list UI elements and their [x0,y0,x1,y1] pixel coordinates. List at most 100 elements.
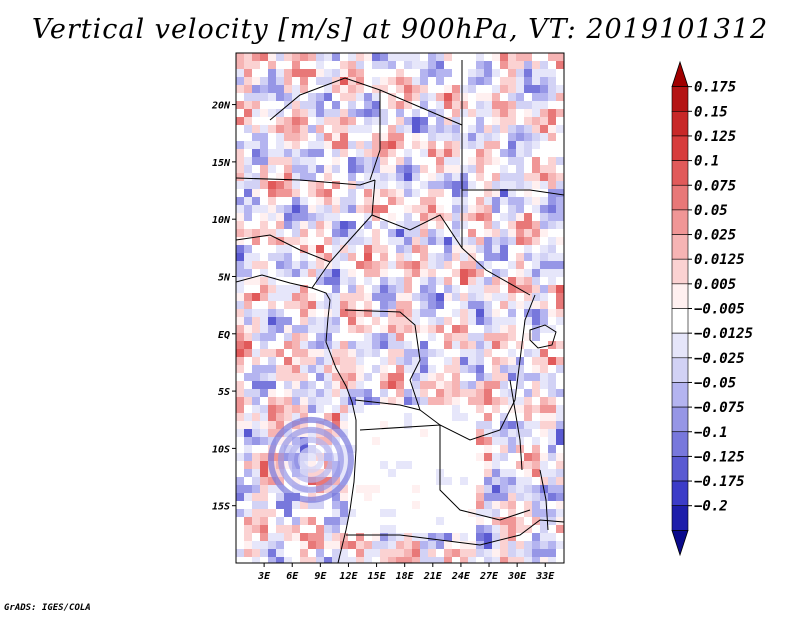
field-cell [540,189,548,197]
field-cell [316,269,324,277]
field-cell [260,493,268,501]
x-tick-label: 27E [479,571,499,582]
field-cell [444,285,452,293]
field-cell [484,493,492,501]
field-cell [236,421,244,429]
field-cell [532,549,540,557]
field-cell [500,245,508,253]
field-cell [540,397,548,405]
x-tick-label: 15E [368,571,387,582]
field-cell [540,461,548,469]
field-cell [404,349,412,357]
field-cell [508,237,516,245]
field-cell [468,541,476,549]
field-cell [476,133,484,141]
field-cell [260,341,268,349]
field-cell [364,213,372,221]
field-cell [476,109,484,117]
field-cell [428,205,436,213]
field-cell [548,525,556,533]
field-cell [540,213,548,221]
field-cell [500,61,508,69]
field-cell [316,341,324,349]
field-cell [468,229,476,237]
field-cell [292,165,300,173]
field-cell [428,53,436,61]
field-cell [468,165,476,173]
field-cell [508,557,516,563]
field-cell [380,525,388,533]
field-cell [540,181,548,189]
field-cell [524,509,532,517]
field-cell [532,109,540,117]
field-cell [372,349,380,357]
field-cell [500,133,508,141]
field-cell [492,269,500,277]
field-cell [540,109,548,117]
field-cell [460,365,468,373]
field-cell [460,317,468,325]
field-cell [380,533,388,541]
field-cell [460,533,468,541]
field-cell [276,525,284,533]
field-cell [324,77,332,85]
field-cell [380,141,388,149]
field-cell [380,157,388,165]
field-cell [548,293,556,301]
field-cell [324,173,332,181]
field-cell [508,405,516,413]
field-cell [508,349,516,357]
colorbar-label: −0.2 [694,499,728,515]
field-cell [492,437,500,445]
field-cell [540,477,548,485]
field-cell [540,117,548,125]
field-cell [356,333,364,341]
field-cell [284,213,292,221]
field-cell [316,181,324,189]
field-cell [316,325,324,333]
field-cell [548,93,556,101]
field-cell [252,349,260,357]
field-cell [452,373,460,381]
field-cell [284,461,292,469]
field-cell [340,149,348,157]
field-cell [284,501,292,509]
field-cell [484,157,492,165]
field-cell [300,421,308,429]
field-cell [396,69,404,77]
colorbar-segment [671,431,689,457]
field-cell [540,133,548,141]
field-cell [244,541,252,549]
field-cell [332,189,340,197]
field-cell [244,357,252,365]
field-cell [492,533,500,541]
field-cell [460,101,468,109]
field-cell [428,253,436,261]
field-cell [556,405,564,413]
field-cell [548,493,556,501]
field-cell [428,61,436,69]
field-cell [372,261,380,269]
field-cell [556,429,564,437]
field-cell [404,485,412,493]
field-cell [244,469,252,477]
field-cell [372,205,380,213]
border-segment [311,179,376,289]
field-cell [268,77,276,85]
field-cell [236,301,244,309]
field-cell [244,213,252,221]
field-cell [380,381,388,389]
field-cell [364,485,372,493]
field-cell [524,109,532,117]
field-cell [340,469,348,477]
field-cell [460,261,468,269]
field-cell [372,333,380,341]
field-cell [364,453,372,461]
field-cell [468,61,476,69]
field-cell [452,357,460,365]
field-cell [364,549,372,557]
field-cell [236,285,244,293]
field-cell [412,261,420,269]
field-cell [340,493,348,501]
field-cell [308,125,316,133]
